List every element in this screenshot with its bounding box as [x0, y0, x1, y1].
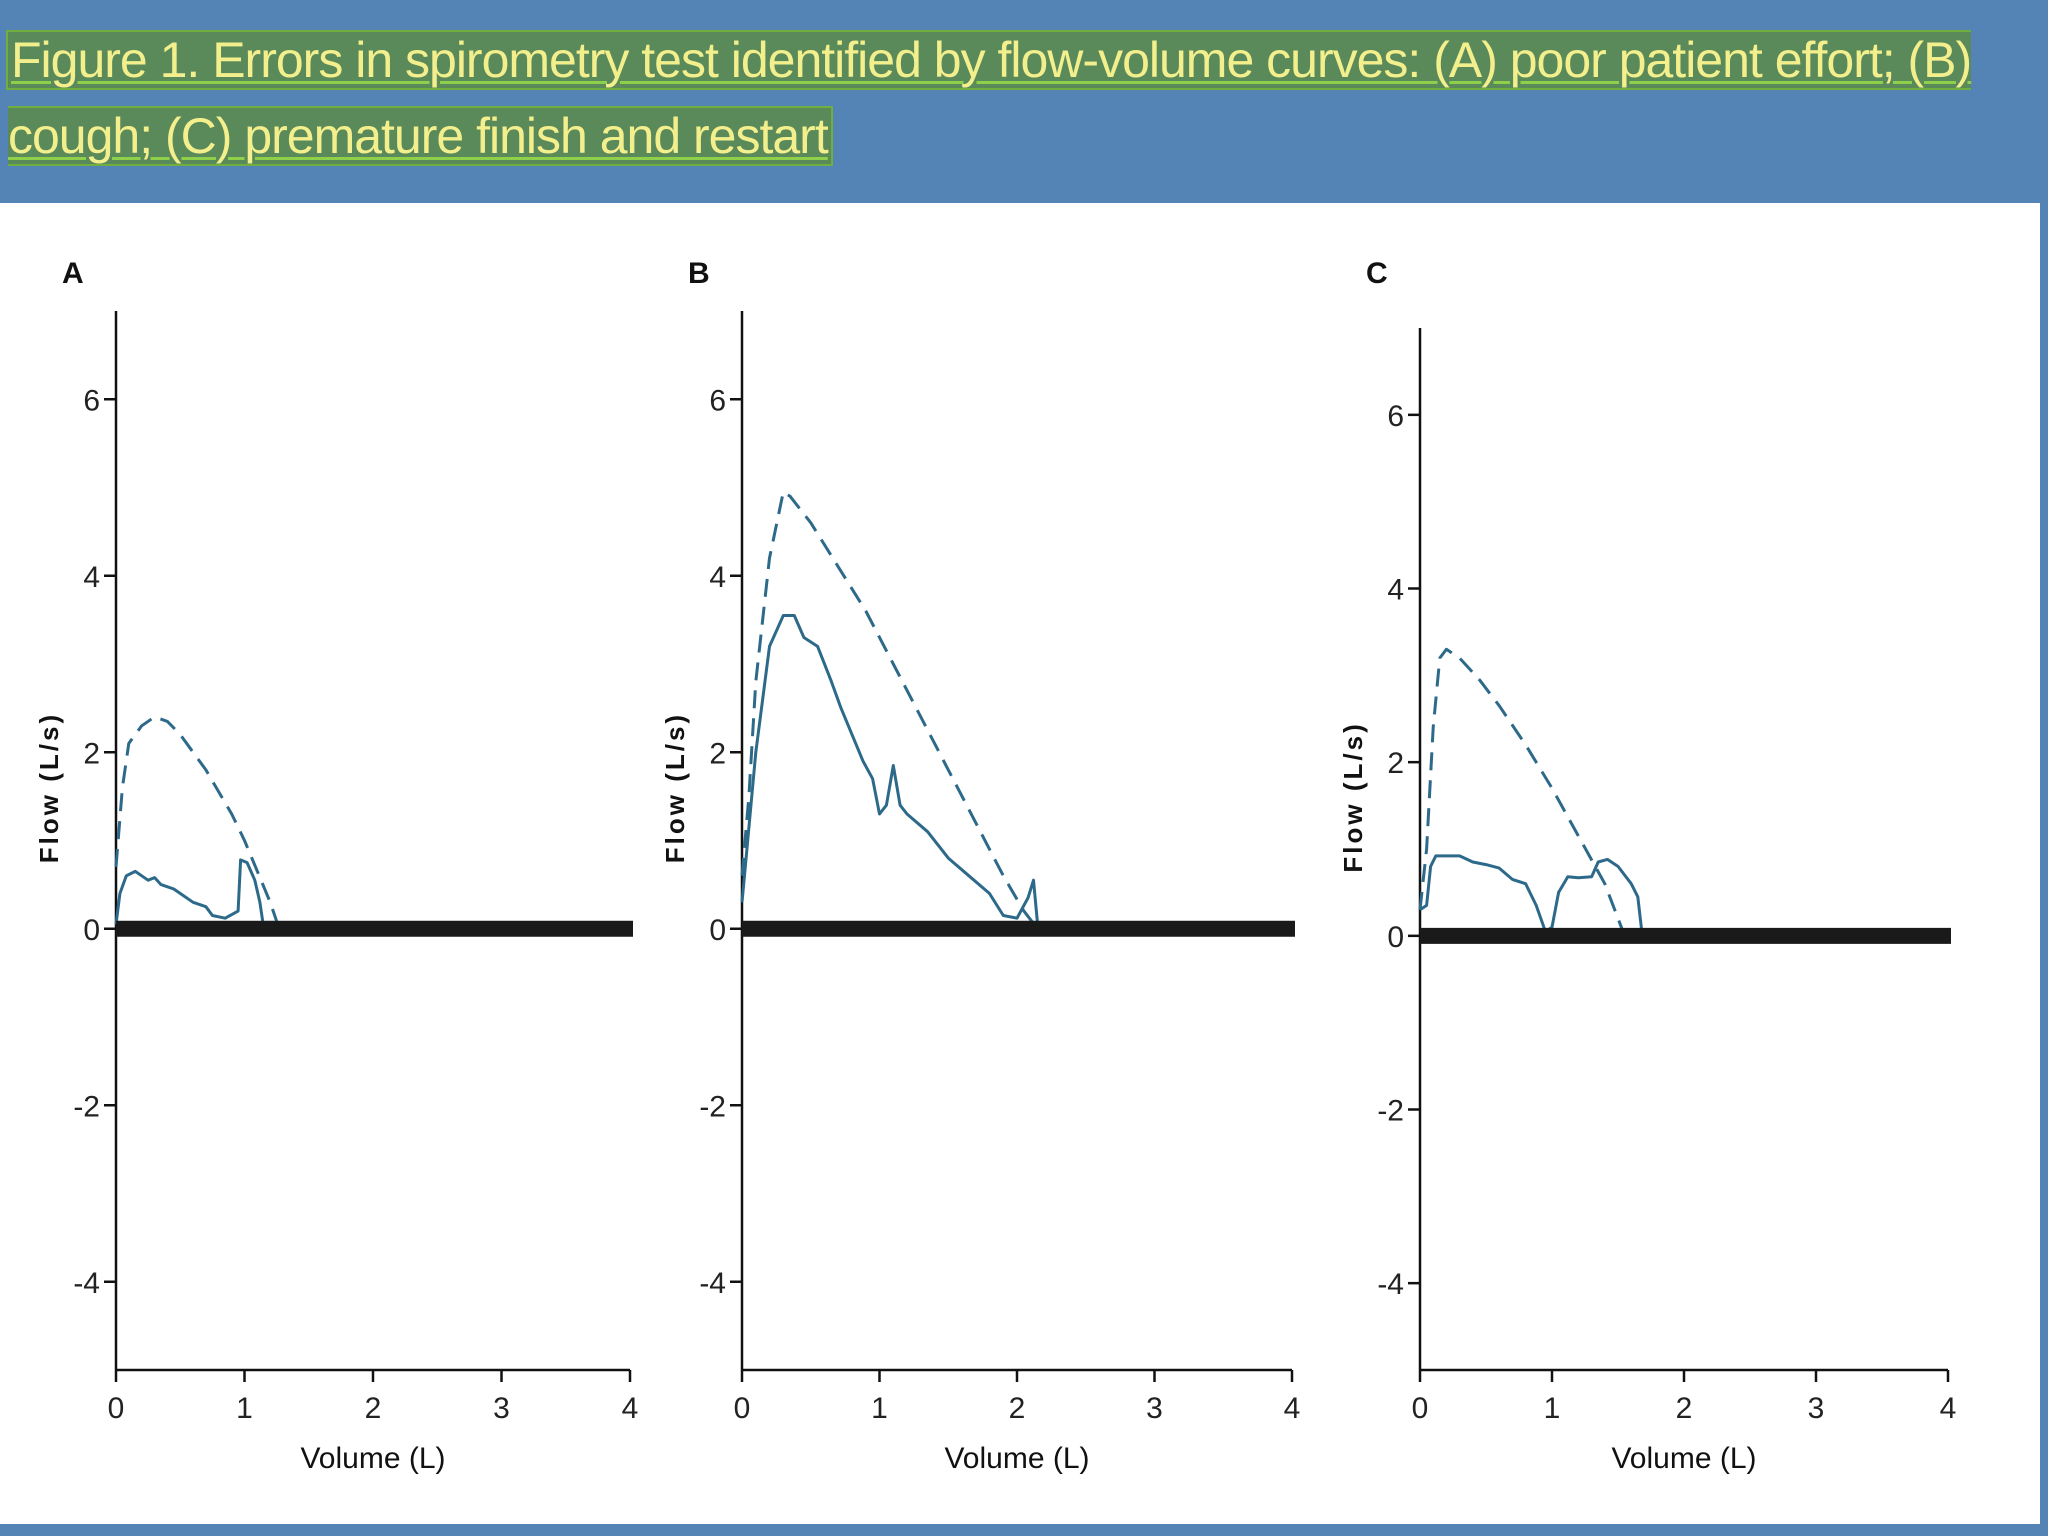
panel-a-x-tick-label: 3	[493, 1392, 510, 1425]
panel-c-label: C	[1366, 257, 1388, 290]
panel-a-y-tick-label: -4	[73, 1267, 100, 1300]
panel-b-x-tick-label: 4	[1284, 1392, 1301, 1425]
panel-c-x-tick-label: 0	[1412, 1392, 1429, 1425]
panel-b-y-tick-label: 4	[709, 561, 726, 594]
panel-c-y-tick-label: 2	[1387, 747, 1404, 780]
panel-c-curve-dashed	[1418, 647, 1627, 937]
panel-b-y-tick-label: 0	[709, 914, 726, 947]
panel-a-x-axis-label: Volume (L)	[300, 1442, 445, 1475]
panel-c-x-axis-label: Volume (L)	[1611, 1442, 1756, 1475]
panel-b-curve-solid	[740, 614, 1040, 925]
panel-b-x-tick-label: 3	[1146, 1392, 1163, 1425]
panel-b-curve-dashed	[740, 490, 1039, 930]
panel-c-x-tick-label: 4	[1940, 1392, 1957, 1425]
panel-b-label: B	[688, 257, 710, 290]
panel-c-x-tick-label: 3	[1808, 1392, 1825, 1425]
panel-c-y-axis-label: Flow (L/s)	[1338, 721, 1368, 872]
panel-a-curve-dashed	[114, 715, 281, 930]
panel-b-y-axis-label: Flow (L/s)	[660, 712, 690, 863]
panel-a-y-tick-label: 4	[83, 561, 100, 594]
panel-a-y-axis-label: Flow (L/s)	[34, 712, 64, 863]
panel-c-x-tick-label: 2	[1676, 1392, 1693, 1425]
panel-b-y-tick-label: 6	[709, 384, 726, 417]
panel-c-y-tick-label: 6	[1387, 400, 1404, 433]
panel-a-x-tick-label: 2	[365, 1392, 382, 1425]
panel-c-curve-solid	[1419, 854, 1644, 933]
panel-c-y-tick-label: -2	[1377, 1095, 1404, 1128]
panel-b-x-tick-label: 0	[734, 1392, 751, 1425]
title-bar: Figure 1. Errors in spirometry test iden…	[0, 0, 2048, 203]
panel-a-x-tick-label: 1	[236, 1392, 253, 1425]
panel-c-y-tick-label: 4	[1387, 574, 1404, 607]
panel-c-y-tick-label: 0	[1387, 921, 1404, 954]
panel-c-x-tick-label: 1	[1544, 1392, 1561, 1425]
panel-b-x-tick-label: 1	[871, 1392, 888, 1425]
figure-title-text: Figure 1. Errors in spirometry test iden…	[8, 32, 1972, 164]
frame-border-right	[2040, 203, 2048, 1536]
frame-border-bottom	[0, 1524, 2048, 1536]
panel-a-y-tick-label: 2	[83, 737, 100, 770]
panel-a-label: A	[62, 257, 84, 290]
panel-b-x-tick-label: 2	[1009, 1392, 1026, 1425]
panel-b-x-axis-label: Volume (L)	[944, 1442, 1089, 1475]
panel-b-y-tick-label: 2	[709, 737, 726, 770]
panel-b-y-tick-label: -2	[699, 1090, 726, 1123]
panel-b-y-tick-label: -4	[699, 1267, 726, 1300]
panel-a-y-tick-label: -2	[73, 1090, 100, 1123]
panel-a-x-tick-label: 4	[622, 1392, 639, 1425]
charts-area: A -4 -2 0 2 4 6 0 1 2 3 4 Volume (L) Flow (L/s) B -4 -2 0…	[34, 257, 1957, 1475]
panel-a-curve-solid	[114, 858, 266, 930]
panel-c-y-tick-label: -4	[1377, 1268, 1404, 1301]
panel-a-y-tick-label: 6	[83, 384, 100, 417]
panel-a-y-tick-label: 0	[83, 914, 100, 947]
panel-a-x-tick-label: 0	[108, 1392, 125, 1425]
figure-title: Figure 1. Errors in spirometry test iden…	[8, 22, 2038, 174]
